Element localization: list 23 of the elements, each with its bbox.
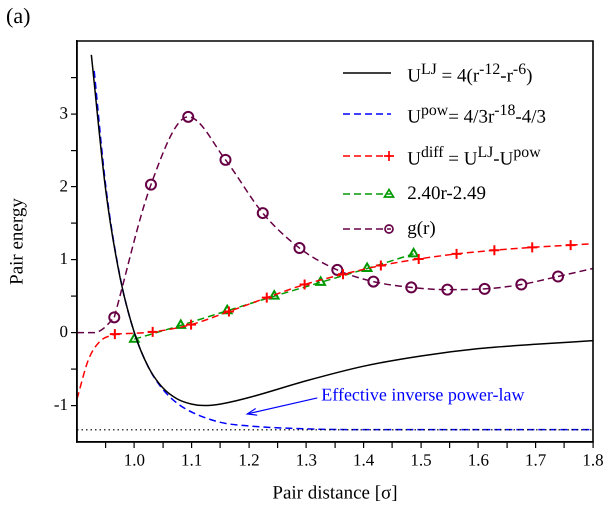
legend-label: 2.40r-2.49 (407, 182, 486, 206)
x-axis-title: Pair distance [σ] (272, 482, 398, 504)
text: (a) (6, 2, 30, 28)
x-tick-label: 1.3 (296, 450, 317, 470)
annotation: Effective inverse power-law (321, 384, 524, 405)
y-tick-label: 3 (60, 103, 68, 122)
y-axis-title: Pair energy (6, 198, 28, 285)
x-tick-label: 1.1 (181, 450, 202, 470)
legend-label: U$^{pow}$= 4/3r$^{-18}$-4/3 (407, 101, 546, 130)
legend-label: U$^{diff}$ = U$^{LJ}$-U$^{pow}$ (407, 142, 541, 171)
y-tick-label: -1 (54, 395, 68, 414)
x-tick-label: 1.5 (410, 450, 432, 470)
y-tick-label: 2 (60, 176, 68, 196)
y-tick-label: 0 (60, 322, 68, 342)
x-tick-label: 1.8 (582, 450, 604, 470)
x-tick-label: 1.2 (238, 450, 260, 470)
x-tick-label: 1.7 (525, 450, 547, 470)
y-tick-label: 1 (60, 249, 68, 268)
x-tick-label: 1.4 (353, 450, 375, 470)
legend-label: U$^{LJ}$ = 4(r$^{-12}$-r$^{-6}$) (407, 60, 532, 88)
legend-label: g(r) (407, 216, 436, 241)
x-tick-label: 1.6 (468, 450, 489, 470)
x-tick-label: 1.0 (124, 450, 145, 470)
